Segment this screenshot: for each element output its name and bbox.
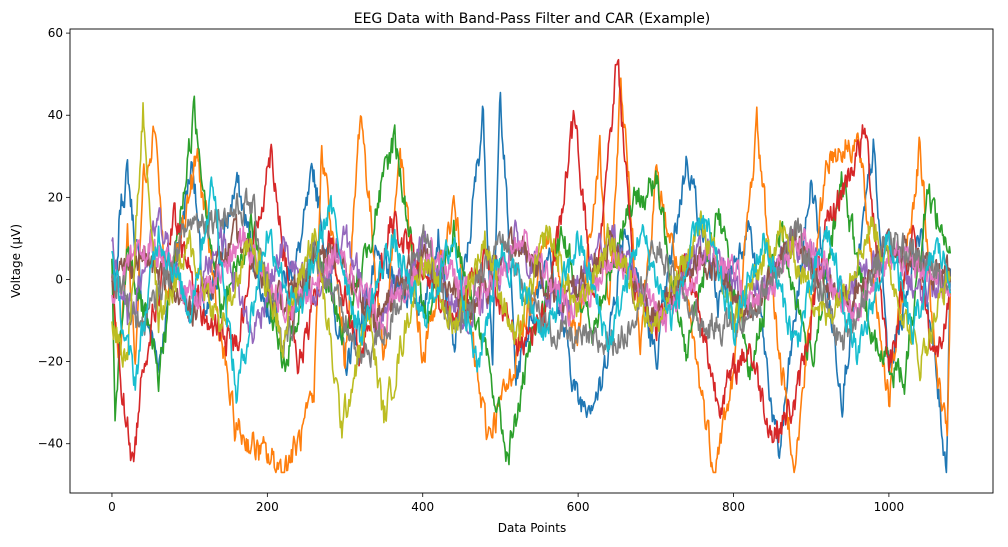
x-tick-label: 400 xyxy=(411,500,434,514)
y-tick-label: 20 xyxy=(48,190,63,204)
plot-frame xyxy=(69,28,994,494)
y-axis: −40 −20 0 20 40 60 xyxy=(38,26,70,451)
series-line-10 xyxy=(111,176,952,404)
x-tick-label: 200 xyxy=(256,500,279,514)
series-line-9 xyxy=(111,102,952,439)
x-tick-label: 600 xyxy=(567,500,590,514)
y-axis-label: Voltage (µV) xyxy=(9,224,23,298)
y-tick-label: 40 xyxy=(48,108,63,122)
series-line-8 xyxy=(111,187,951,368)
y-tick-label: −20 xyxy=(38,355,63,369)
y-tick-label: 60 xyxy=(48,26,63,40)
chart-title: EEG Data with Band-Pass Filter and CAR (… xyxy=(354,11,711,27)
series-line-7 xyxy=(111,225,952,337)
x-tick-label: 1000 xyxy=(874,500,905,514)
x-axis: 0 200 400 600 800 1000 xyxy=(108,493,904,514)
y-tick-label: 0 xyxy=(55,272,63,286)
x-axis-label: Data Points xyxy=(498,521,567,535)
x-tick-label: 800 xyxy=(722,500,745,514)
x-tick-label: 0 xyxy=(108,500,116,514)
y-tick-label: −40 xyxy=(38,437,63,451)
plot-lines xyxy=(111,58,952,474)
